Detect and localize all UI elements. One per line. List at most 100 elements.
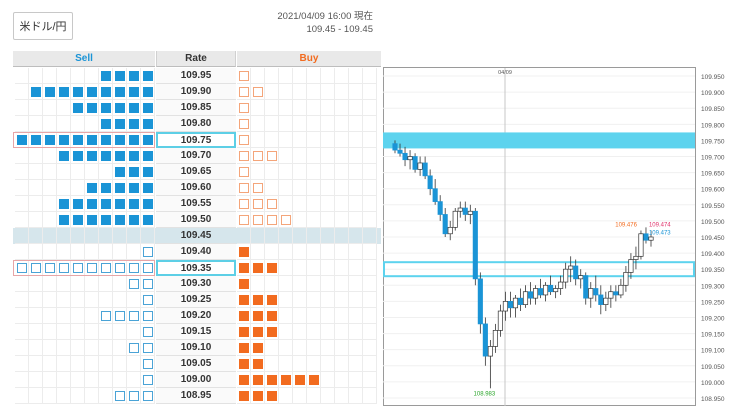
- sell-cell: [15, 260, 29, 276]
- order-book-row[interactable]: 109.95: [13, 68, 381, 84]
- order-book-row[interactable]: 109.35: [13, 260, 381, 276]
- sell-order-marker: [31, 135, 41, 145]
- sell-cell: [99, 228, 113, 244]
- order-book-row[interactable]: 109.80: [13, 116, 381, 132]
- sell-cell: [71, 148, 85, 164]
- sell-cell: [85, 68, 99, 84]
- sell-order-marker: [129, 343, 139, 353]
- candle-body: [543, 284, 549, 296]
- buy-cell: [335, 228, 349, 244]
- buy-cell: [251, 388, 265, 404]
- sell-order-marker: [101, 215, 111, 225]
- candle-body: [502, 301, 508, 312]
- sell-order-marker: [73, 199, 83, 209]
- sell-cell: [29, 100, 43, 116]
- sell-cell: [15, 84, 29, 100]
- currency-pair-button[interactable]: 米ドル/円: [13, 12, 73, 40]
- candle-body: [492, 330, 498, 347]
- sell-cell: [15, 324, 29, 340]
- candle-body: [638, 233, 644, 257]
- sell-cell: [99, 68, 113, 84]
- order-book-row[interactable]: 109.75: [13, 132, 381, 148]
- sell-column-header: Sell: [13, 51, 155, 67]
- buy-cell: [265, 84, 279, 100]
- candle-body: [643, 233, 649, 241]
- candle-body: [548, 284, 554, 293]
- order-book-row[interactable]: 109.10: [13, 340, 381, 356]
- sell-order-marker: [101, 71, 111, 81]
- buy-order-marker: [267, 391, 277, 401]
- order-book-row[interactable]: 109.25: [13, 292, 381, 308]
- high-annotation: 109.476: [615, 223, 637, 229]
- order-book-row[interactable]: 109.70: [13, 148, 381, 164]
- buy-order-marker: [239, 327, 249, 337]
- buy-cell: [293, 276, 307, 292]
- order-book-row[interactable]: 109.55: [13, 196, 381, 212]
- sell-cell: [15, 148, 29, 164]
- y-tick-label: 109.000: [701, 380, 725, 387]
- buy-cell: [251, 372, 265, 388]
- order-book-row[interactable]: 109.00: [13, 372, 381, 388]
- candle-body: [427, 175, 433, 190]
- order-book-row[interactable]: 109.40: [13, 244, 381, 260]
- buy-cell: [307, 260, 321, 276]
- rate-cell: 109.85: [156, 100, 236, 116]
- order-book-row[interactable]: 109.45: [13, 228, 381, 244]
- sell-cell: [127, 196, 141, 212]
- order-book-row[interactable]: 109.85: [13, 100, 381, 116]
- sell-cell: [85, 308, 99, 324]
- buy-cell: [237, 132, 251, 148]
- buy-cell: [293, 84, 307, 100]
- chart-svg: 109.950 109.900 109.850 109.800 109.750 109.7…: [383, 67, 725, 406]
- candle-body: [472, 210, 478, 280]
- sell-cell: [57, 116, 71, 132]
- order-book-row[interactable]: 108.95: [13, 388, 381, 404]
- order-book-row[interactable]: 109.60: [13, 180, 381, 196]
- sell-order-marker: [45, 87, 55, 97]
- y-tick-label: 109.900: [701, 90, 725, 97]
- sell-order-marker: [129, 135, 139, 145]
- order-book-row[interactable]: 109.65: [13, 164, 381, 180]
- buy-cell: [293, 148, 307, 164]
- sell-order-marker: [143, 343, 153, 353]
- candle-body: [593, 288, 599, 296]
- y-tick-label: 109.800: [701, 122, 725, 129]
- sell-order-marker: [129, 103, 139, 113]
- sell-cell: [43, 164, 57, 180]
- sell-order-marker: [129, 87, 139, 97]
- sell-order-marker: [115, 311, 125, 321]
- buy-cell: [265, 132, 279, 148]
- rate-cell: 109.15: [156, 324, 236, 340]
- price-chart: 109.950 109.900 109.850 109.800 109.750 109.7…: [383, 60, 728, 406]
- rate-cell: 109.20: [156, 308, 236, 324]
- buy-cell: [349, 388, 363, 404]
- sell-cell: [127, 372, 141, 388]
- order-book-row[interactable]: 109.50: [13, 212, 381, 228]
- buy-cell: [363, 132, 377, 148]
- buy-cell: [237, 84, 251, 100]
- rate-cell: 109.75: [156, 132, 236, 148]
- sell-cell: [29, 308, 43, 324]
- rate-cell: 109.45: [156, 228, 236, 244]
- rate-cell: 109.95: [156, 68, 236, 84]
- buy-cell: [335, 308, 349, 324]
- candle-body: [392, 143, 398, 151]
- order-book-row[interactable]: 109.20: [13, 308, 381, 324]
- buy-cell: [279, 308, 293, 324]
- buy-cell: [279, 276, 293, 292]
- buy-order-marker: [253, 343, 263, 353]
- buy-cell: [349, 180, 363, 196]
- order-book-row[interactable]: 109.15: [13, 324, 381, 340]
- order-book-row[interactable]: 109.90: [13, 84, 381, 100]
- sell-cell: [113, 116, 127, 132]
- order-book-row[interactable]: 109.05: [13, 356, 381, 372]
- order-book-row[interactable]: 109.30: [13, 276, 381, 292]
- rate-cell: 109.90: [156, 84, 236, 100]
- buy-cell: [321, 180, 335, 196]
- sell-cell: [127, 84, 141, 100]
- date-label: 04/09: [498, 70, 512, 76]
- sell-order-marker: [101, 103, 111, 113]
- sell-cell: [113, 132, 127, 148]
- sell-cell: [113, 340, 127, 356]
- buy-cell: [363, 308, 377, 324]
